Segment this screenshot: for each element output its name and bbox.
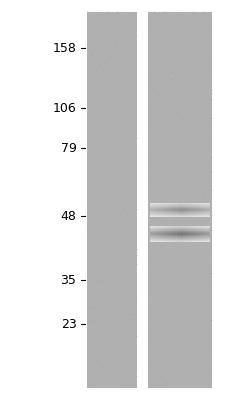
Bar [142,12,145,388]
Text: 23: 23 [60,318,76,330]
Text: 158: 158 [52,42,76,54]
Text: 48: 48 [60,210,76,222]
Text: 106: 106 [52,102,76,114]
Text: 35: 35 [60,274,76,286]
Text: 79: 79 [60,142,76,154]
Bar [86,12,136,388]
Bar [148,12,211,388]
